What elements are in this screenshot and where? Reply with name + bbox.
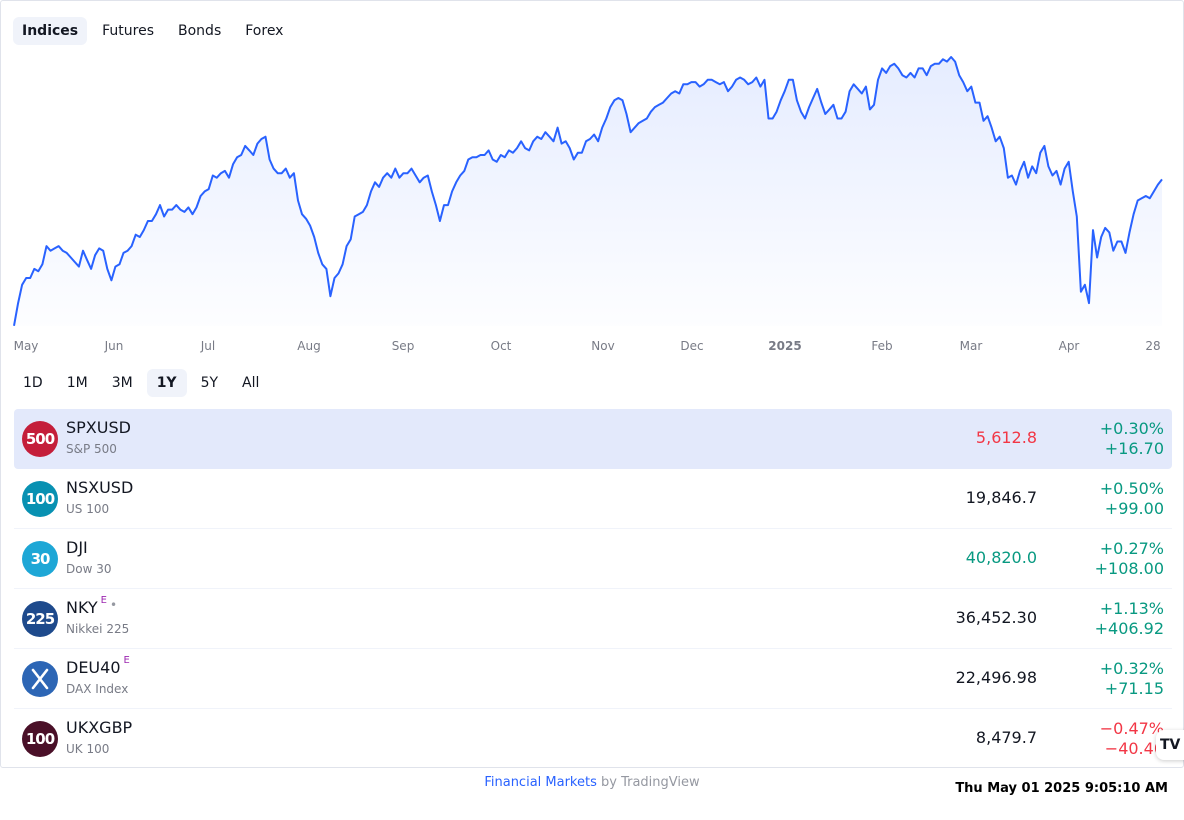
instrument-symbol: NSXUSD [66, 478, 134, 497]
instrument-symbol: SPXUSD [66, 418, 131, 437]
instrument-price: 40,820.0 [965, 548, 1037, 567]
sp500-logo: 500 [22, 421, 58, 457]
us100-logo: 100 [22, 481, 58, 517]
instrument-change-percent: +0.30% [1099, 419, 1164, 438]
price-chart[interactable]: May Jun Jul Aug Sep Oct Nov Dec 2025 Feb Mar Apr 28 [1, 51, 1184, 357]
instrument-symbol-wrap: NKY E • [66, 595, 118, 617]
range-all-button[interactable]: All [242, 375, 260, 391]
instrument-symbol: DEU40 [66, 658, 121, 677]
instrument-row-ukxgbp[interactable]: 100 UKXGBP UK 100 8,479.7 −0.47% −40.40 [14, 709, 1172, 767]
tab-indices[interactable]: Indices [13, 17, 88, 45]
x-tick-label: Apr [1059, 339, 1080, 353]
footer-attribution: Financial Markets by TradingView [0, 775, 1184, 790]
x-tick-label: Aug [297, 339, 320, 353]
instrument-change-percent: −0.47% [1099, 719, 1164, 738]
instrument-price: 19,846.7 [965, 488, 1037, 507]
x-tick-label: Jul [200, 339, 215, 353]
x-tick-label: Sep [392, 339, 415, 353]
instrument-row-nky[interactable]: 225 NKY E • Nikkei 225 36,452.30 +1.13% … [14, 589, 1172, 649]
x-tick-label: 28 [1145, 339, 1160, 353]
instrument-price: 22,496.98 [955, 668, 1037, 687]
instrument-change-absolute: −40.40 [1104, 739, 1164, 758]
instrument-change-absolute: +406.92 [1094, 619, 1164, 638]
chart-svg[interactable]: May Jun Jul Aug Sep Oct Nov Dec 2025 Feb Mar Apr 28 [1, 51, 1184, 357]
instrument-change-absolute: +71.15 [1104, 679, 1164, 698]
instrument-description: UK 100 [66, 742, 110, 756]
x-tick-label: May [14, 339, 39, 353]
instrument-symbol-wrap: UKXGBP [66, 718, 132, 737]
x-tick-label: Jun [104, 339, 124, 353]
range-selector: 1D 1M 3M 1Y 5Y All [13, 369, 269, 397]
dow30-logo: 30 [22, 541, 58, 577]
market-status-dot-icon: • [110, 598, 118, 612]
x-tick-label: Oct [491, 339, 512, 353]
x-tick-label: Feb [871, 339, 892, 353]
instrument-symbol-wrap: DEU40 E [66, 655, 130, 677]
market-tabs: Indices Futures Bonds Forex [13, 17, 292, 45]
instrument-row-dji[interactable]: 30 DJI Dow 30 40,820.0 +0.27% +108.00 [14, 529, 1172, 589]
instrument-symbol: DJI [66, 538, 88, 557]
range-1d-button[interactable]: 1D [23, 375, 43, 391]
range-3m-button[interactable]: 3M [111, 375, 133, 391]
uk100-logo: 100 [22, 721, 58, 757]
instrument-row-deu40[interactable]: DEU40 E DAX Index 22,496.98 +0.32% +71.1… [14, 649, 1172, 709]
instrument-description: S&P 500 [66, 442, 117, 456]
exchange-flag: E [123, 655, 130, 666]
instrument-description: Dow 30 [66, 562, 112, 576]
instrument-change-percent: +1.13% [1099, 599, 1164, 618]
timestamp: Thu May 01 2025 9:05:10 AM [955, 781, 1168, 796]
instrument-symbol-wrap: DJI [66, 538, 88, 557]
x-tick-label: Dec [680, 339, 703, 353]
tab-forex[interactable]: Forex [245, 23, 284, 39]
tab-futures[interactable]: Futures [102, 23, 155, 39]
instrument-description: Nikkei 225 [66, 622, 130, 636]
range-1m-button[interactable]: 1M [66, 375, 88, 391]
instrument-change-absolute: +108.00 [1094, 559, 1164, 578]
instrument-change-percent: +0.50% [1099, 479, 1164, 498]
instrument-change-absolute: +16.70 [1104, 439, 1164, 458]
x-tick-label: 2025 [768, 339, 801, 353]
range-1y-button[interactable]: 1Y [146, 369, 187, 397]
instrument-symbol: NKY [66, 598, 98, 617]
instrument-symbol-wrap: SPXUSD [66, 418, 131, 437]
instrument-change-percent: +0.27% [1099, 539, 1164, 558]
exchange-flag: E [100, 595, 107, 606]
chart-area-fill [14, 57, 1162, 326]
range-5y-button[interactable]: 5Y [200, 375, 219, 391]
instrument-row-spxusd[interactable]: 500 SPXUSD S&P 500 5,612.8 +0.30% +16.70 [14, 409, 1172, 469]
financial-markets-link[interactable]: Financial Markets [484, 775, 597, 790]
instrument-description: US 100 [66, 502, 110, 516]
instrument-symbol-wrap: NSXUSD [66, 478, 133, 497]
tradingview-logo-icon[interactable]: TV [1156, 730, 1184, 760]
x-tick-label: Nov [591, 339, 614, 353]
x-tick-label: Mar [960, 339, 983, 353]
instrument-change-absolute: +99.00 [1104, 499, 1164, 518]
instrument-list: 500 SPXUSD S&P 500 5,612.8 +0.30% +16.70… [14, 409, 1172, 767]
market-overview-widget: Indices Futures Bonds Forex May Jun Jul Aug… [0, 0, 1184, 768]
by-tradingview-text: by TradingView [601, 775, 700, 790]
instrument-price: 8,479.7 [975, 728, 1037, 747]
nikkei-logo: 225 [22, 601, 58, 637]
instrument-change-percent: +0.32% [1099, 659, 1164, 678]
instrument-price: 5,612.8 [975, 428, 1037, 447]
dax-logo [22, 661, 58, 697]
instrument-price: 36,452.30 [955, 608, 1037, 627]
instrument-row-nsxusd[interactable]: 100 NSXUSD US 100 19,846.7 +0.50% +99.00 [14, 469, 1172, 529]
instrument-description: DAX Index [66, 682, 129, 696]
tab-bonds[interactable]: Bonds [178, 23, 222, 39]
dax-x-icon [31, 668, 49, 690]
chart-series-line [13, 56, 1163, 326]
instrument-symbol: UKXGBP [66, 718, 133, 737]
